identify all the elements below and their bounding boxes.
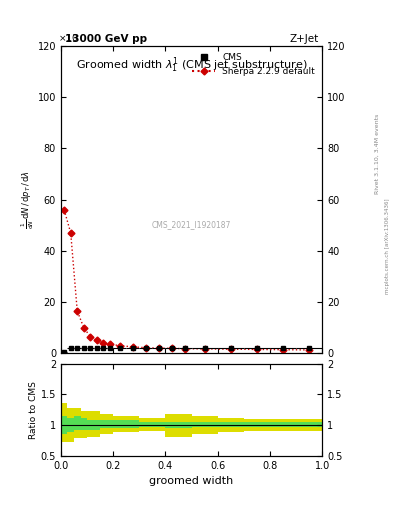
Text: Rivet 3.1.10, 3.4M events: Rivet 3.1.10, 3.4M events	[375, 114, 380, 194]
Y-axis label: $\frac{1}{\mathrm{d}N}\,\mathrm{d}N\,/\,\mathrm{d}p_T\,/\,\mathrm{d}\lambda$: $\frac{1}{\mathrm{d}N}\,\mathrm{d}N\,/\,…	[20, 170, 36, 229]
Text: Z+Jet: Z+Jet	[289, 33, 318, 44]
Legend: CMS, Sherpa 2.2.9 default: CMS, Sherpa 2.2.9 default	[190, 51, 318, 78]
Text: CMS_2021_I1920187: CMS_2021_I1920187	[152, 220, 231, 229]
Y-axis label: Ratio to CMS: Ratio to CMS	[29, 380, 38, 439]
Text: Groomed width $\lambda_1^1$ (CMS jet substructure): Groomed width $\lambda_1^1$ (CMS jet sub…	[76, 55, 307, 75]
X-axis label: groomed width: groomed width	[149, 476, 234, 486]
Text: $\times10$: $\times10$	[58, 32, 79, 43]
Text: 13000 GeV pp: 13000 GeV pp	[65, 33, 147, 44]
Text: mcplots.cern.ch [arXiv:1306.3436]: mcplots.cern.ch [arXiv:1306.3436]	[385, 198, 389, 293]
